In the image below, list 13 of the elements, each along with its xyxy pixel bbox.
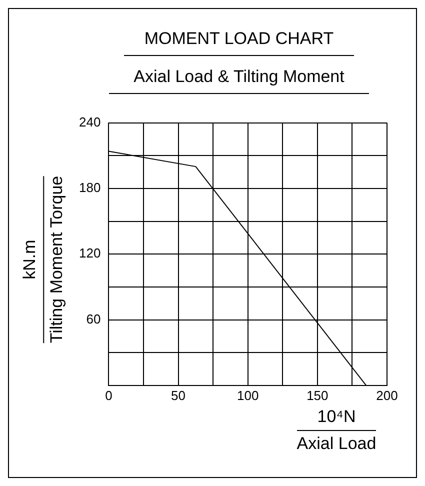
y-axis-title: kN.m Tilting Moment Torque bbox=[20, 175, 68, 343]
x-axis-title: 10⁴N Axial Load bbox=[296, 407, 376, 454]
chart-subtitle: Axial Load & Tilting Moment bbox=[109, 67, 369, 94]
x-tick-label: 100 bbox=[236, 388, 259, 403]
y-tick-label: 120 bbox=[78, 246, 101, 261]
x-tick-label: 0 bbox=[105, 388, 112, 403]
x-tick-label: 150 bbox=[306, 388, 328, 403]
y-tick-label: 180 bbox=[78, 180, 101, 196]
y-tick-label: 240 bbox=[78, 114, 101, 130]
x-tick-label: 200 bbox=[376, 388, 398, 403]
y-tick-label: 60 bbox=[86, 311, 101, 326]
x-tick-label: 50 bbox=[171, 388, 186, 403]
chart-title: MOMENT LOAD CHART bbox=[124, 29, 354, 56]
